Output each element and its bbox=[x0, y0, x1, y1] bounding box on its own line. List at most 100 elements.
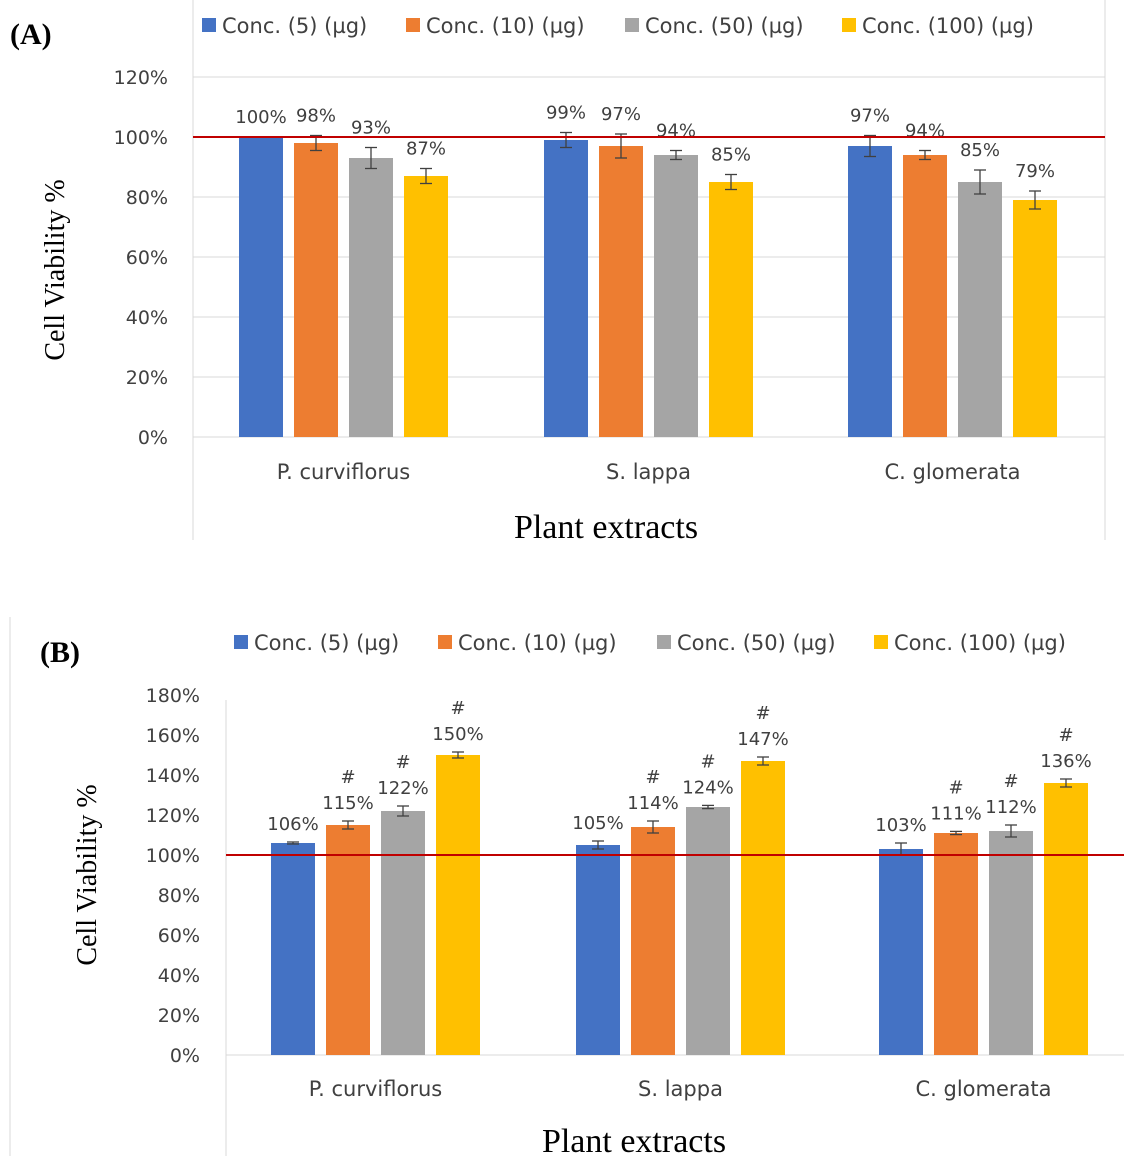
panel-a-data-label: 94% bbox=[656, 121, 696, 142]
panel-b-bar-c-glomerata-series-3 bbox=[1044, 783, 1088, 1055]
panel-b-bar-s-lappa-series-0 bbox=[576, 845, 620, 1055]
panel-b-bar-p-curviflorus-series-0 bbox=[271, 843, 315, 1055]
panel-a-legend: Conc. (5) (µg) Conc. (10) (µg) Conc. (50) … bbox=[202, 14, 1034, 38]
panel-b-bar-p-curviflorus-series-1 bbox=[326, 825, 370, 1055]
panel-b-data-label: 103% bbox=[875, 815, 926, 836]
panel-a-legend-label-3: Conc. (100) (µg) bbox=[862, 14, 1034, 38]
panel-a-data-label: 94% bbox=[905, 121, 945, 142]
panel-b-legend-swatch-1 bbox=[438, 635, 452, 649]
panel-a-legend-swatch-1 bbox=[406, 18, 420, 32]
panel-a-bars: 100% 98% 93% 87% 99% 97% 94% 85% 97% 94% 85% 79% bbox=[235, 103, 1057, 437]
panel-a-bar-p-curviflorus-series-3 bbox=[404, 176, 448, 437]
panel-a-bar-p-curviflorus-series-0 bbox=[239, 137, 283, 437]
panel-b-data-label: 136% bbox=[1040, 751, 1091, 772]
panel-b-y-tick-label: 0% bbox=[170, 1045, 200, 1067]
panel-b-legend-label-0: Conc. (5) (µg) bbox=[254, 631, 399, 655]
panel-a-bar-p-curviflorus-series-1 bbox=[294, 143, 338, 437]
panel-b-data-label: 147% bbox=[737, 729, 788, 750]
panel-a-bar-s-lappa-series-2 bbox=[654, 155, 698, 437]
panel-b-data-label: 124% bbox=[682, 777, 733, 798]
panel-a-y-tick-label: 20% bbox=[126, 367, 168, 389]
panel-b-x-axis-title: Plant extracts bbox=[542, 1123, 726, 1156]
panel-b-bar-c-glomerata-series-0 bbox=[879, 849, 923, 1055]
panel-a-y-axis-ticks: 0% 20% 40% 60% 80% 100% 120% bbox=[114, 67, 168, 449]
panel-a-x-category-label: P. curviflorus bbox=[277, 460, 410, 484]
panel-b-data-label: 105% bbox=[572, 813, 623, 834]
panel-b-y-tick-label: 80% bbox=[158, 885, 200, 907]
panel-a-data-label: 79% bbox=[1015, 161, 1055, 182]
panel-b-legend-label-3: Conc. (100) (µg) bbox=[894, 631, 1066, 655]
panel-a-bar-s-lappa-series-3 bbox=[709, 182, 753, 437]
panel-b-significance-marker: # bbox=[755, 703, 770, 724]
panel-b-bar-p-curviflorus-series-2 bbox=[381, 811, 425, 1055]
panel-a-legend-label-1: Conc. (10) (µg) bbox=[426, 14, 585, 38]
panel-a-data-label: 100% bbox=[235, 107, 286, 128]
panel-b-significance-marker: # bbox=[700, 751, 715, 772]
panel-a-bar-c-glomerata-series-1 bbox=[903, 155, 947, 437]
panel-b: (B) Conc. (5) (µg) Conc. (10) (µg) Conc. (… bbox=[9, 617, 1124, 1156]
panel-b-bar-s-lappa-series-2 bbox=[686, 807, 730, 1055]
panel-b-y-tick-label: 160% bbox=[146, 725, 200, 747]
panel-b-x-category-label: S. lappa bbox=[638, 1077, 723, 1101]
panel-b-data-label: 122% bbox=[377, 778, 428, 799]
panel-b-bar-p-curviflorus-series-3 bbox=[436, 755, 480, 1055]
panel-a-label: (A) bbox=[10, 18, 52, 51]
panel-b-bar-s-lappa-series-3 bbox=[741, 761, 785, 1055]
panel-b-y-tick-label: 180% bbox=[146, 685, 200, 707]
panel-a-data-label: 97% bbox=[601, 104, 641, 125]
panel-a-legend-swatch-0 bbox=[202, 18, 216, 32]
panel-a-data-label: 85% bbox=[960, 140, 1000, 161]
panel-a-data-label: 97% bbox=[850, 106, 890, 127]
panel-b-bar-c-glomerata-series-1 bbox=[934, 833, 978, 1055]
panel-a-x-category-label: S. lappa bbox=[606, 460, 691, 484]
panel-b-bar-c-glomerata-series-2 bbox=[989, 831, 1033, 1055]
panel-b-x-category-label: P. curviflorus bbox=[309, 1077, 442, 1101]
panel-b-legend-label-1: Conc. (10) (µg) bbox=[458, 631, 617, 655]
panel-a-y-tick-label: 100% bbox=[114, 127, 168, 149]
panel-b-legend-swatch-0 bbox=[234, 635, 248, 649]
panel-b-significance-marker: # bbox=[645, 767, 660, 788]
panel-a-legend-swatch-3 bbox=[842, 18, 856, 32]
panel-b-legend-swatch-3 bbox=[874, 635, 888, 649]
panel-b-data-label: 150% bbox=[432, 724, 483, 745]
panel-a-legend-label-0: Conc. (5) (µg) bbox=[222, 14, 367, 38]
panel-a-bar-s-lappa-series-1 bbox=[599, 146, 643, 437]
panel-b-label: (B) bbox=[40, 636, 80, 669]
panel-a-x-axis-title: Plant extracts bbox=[514, 509, 698, 546]
panel-b-legend-swatch-2 bbox=[657, 635, 671, 649]
panel-a-y-tick-label: 60% bbox=[126, 247, 168, 269]
panel-a-data-label: 98% bbox=[296, 106, 336, 127]
panel-a-x-axis-categories: P. curviflorus S. lappa C. glomerata bbox=[277, 460, 1021, 484]
panel-b-data-label: 115% bbox=[322, 793, 373, 814]
panel-b-significance-marker: # bbox=[340, 767, 355, 788]
panel-b-y-tick-label: 40% bbox=[158, 965, 200, 987]
panel-b-data-label: 106% bbox=[267, 814, 318, 835]
panel-a-bar-c-glomerata-series-3 bbox=[1013, 200, 1057, 437]
panel-b-data-label: 112% bbox=[985, 797, 1036, 818]
panel-a: (A) Conc. (5) (µg) Conc. (10) (µg) Conc. (… bbox=[10, 0, 1106, 546]
panel-b-x-category-label: C. glomerata bbox=[915, 1077, 1051, 1101]
panel-b-data-label: 114% bbox=[627, 793, 678, 814]
panel-b-significance-marker: # bbox=[395, 752, 410, 773]
panel-a-y-tick-label: 0% bbox=[138, 427, 168, 449]
panel-b-significance-marker: # bbox=[1058, 725, 1073, 746]
panel-b-y-tick-label: 120% bbox=[146, 805, 200, 827]
panel-a-gridlines bbox=[193, 76, 1105, 438]
panel-b-bars: 106%115% #122% #150% #105%114% # 124% #147% #10… bbox=[267, 698, 1092, 1055]
panel-a-data-label: 99% bbox=[546, 103, 586, 124]
panel-a-y-tick-label: 40% bbox=[126, 307, 168, 329]
panel-a-bar-s-lappa-series-0 bbox=[544, 140, 588, 437]
panel-b-x-axis-categories: P. curviflorus S. lappa C. glomerata bbox=[309, 1077, 1052, 1101]
panel-b-y-axis-title: Cell Viability % bbox=[72, 784, 103, 965]
panel-b-bar-s-lappa-series-1 bbox=[631, 827, 675, 1055]
panel-a-data-label: 85% bbox=[711, 145, 751, 166]
panel-b-y-tick-label: 140% bbox=[146, 765, 200, 787]
panel-a-data-label: 93% bbox=[351, 118, 391, 139]
panel-a-legend-swatch-2 bbox=[625, 18, 639, 32]
panel-a-x-category-label: C. glomerata bbox=[884, 460, 1020, 484]
panel-b-y-tick-label: 100% bbox=[146, 845, 200, 867]
panel-b-significance-marker: # bbox=[948, 777, 963, 798]
panel-a-y-tick-label: 120% bbox=[114, 67, 168, 89]
panel-a-y-tick-label: 80% bbox=[126, 187, 168, 209]
